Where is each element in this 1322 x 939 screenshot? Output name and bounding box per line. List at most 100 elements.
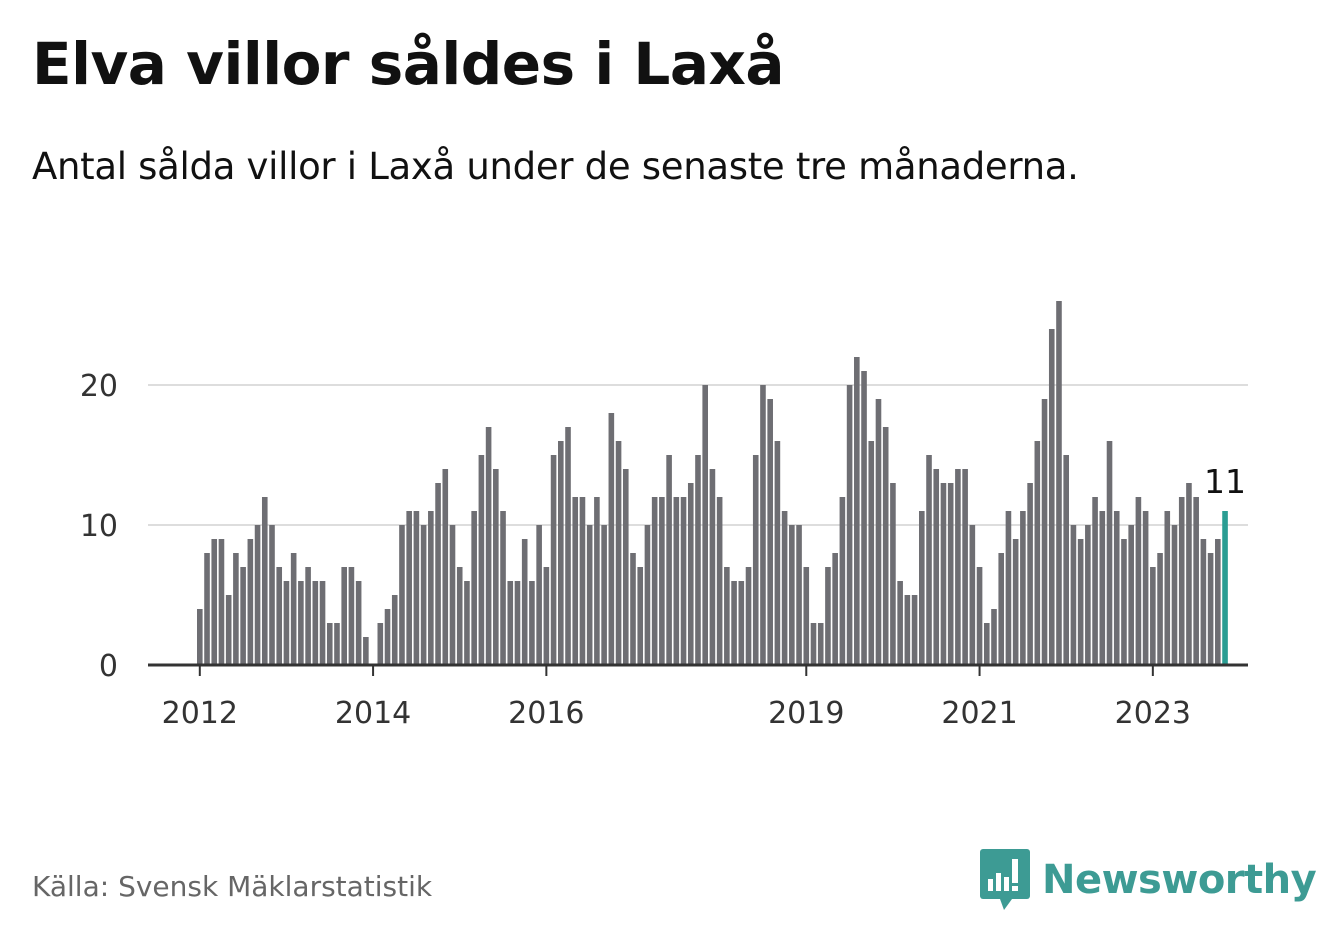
bar <box>615 441 622 665</box>
bar <box>594 497 600 665</box>
bar <box>738 581 745 665</box>
bar <box>933 469 940 665</box>
bar <box>254 525 261 665</box>
bar-chart: 0 10 20 11 2012 2014 2016 2019 2021 2023 <box>80 301 1248 731</box>
bar <box>1150 567 1156 665</box>
bar <box>601 525 607 665</box>
bar <box>536 525 542 665</box>
bar <box>1041 399 1048 665</box>
bar <box>399 525 405 665</box>
bar <box>341 567 347 665</box>
bar <box>225 595 232 665</box>
bar <box>781 511 788 665</box>
bar <box>897 581 903 665</box>
bar <box>1171 525 1178 665</box>
bar <box>1113 511 1120 665</box>
x-tick-label: 2014 <box>335 696 411 731</box>
bar <box>1157 553 1163 665</box>
bar <box>1012 539 1019 665</box>
bar <box>716 497 723 665</box>
bar <box>1048 329 1055 665</box>
bar <box>789 525 795 665</box>
bar <box>420 525 427 665</box>
bar <box>233 553 239 665</box>
bar <box>283 581 290 665</box>
bar <box>1200 539 1207 665</box>
bar <box>261 497 268 665</box>
bar <box>428 511 434 665</box>
bar <box>998 553 1005 665</box>
x-tick-label: 2016 <box>508 696 584 731</box>
bar <box>377 623 384 665</box>
bar <box>760 385 766 665</box>
bar <box>839 497 846 665</box>
bar <box>558 441 564 665</box>
bar <box>471 511 477 665</box>
bar <box>334 623 340 665</box>
source-note: Källa: Svensk Mäklarstatistik <box>32 870 433 903</box>
bar <box>890 483 896 665</box>
bar <box>312 581 319 665</box>
bar <box>204 553 210 665</box>
bar <box>622 469 629 665</box>
y-tick-label: 10 <box>80 509 118 544</box>
bar <box>586 525 593 665</box>
bar <box>1128 525 1134 665</box>
bar <box>832 553 838 665</box>
bar <box>969 525 976 665</box>
bar <box>1092 497 1098 665</box>
bar <box>861 371 867 665</box>
bar <box>796 525 802 665</box>
brand-logo[interactable]: Newsworthy <box>980 848 1317 912</box>
bar <box>319 581 326 665</box>
bar <box>1135 497 1142 665</box>
bar <box>384 609 391 665</box>
x-tick-label: 2019 <box>768 696 844 731</box>
bar <box>1070 525 1077 665</box>
bar <box>514 581 521 665</box>
chart-title: Elva villor såldes i Laxå <box>32 30 785 98</box>
bar <box>1063 455 1069 665</box>
bar <box>659 497 665 665</box>
bar <box>752 455 759 665</box>
bar <box>673 497 680 665</box>
bar <box>326 623 333 665</box>
bar <box>579 497 586 665</box>
bar <box>507 581 514 665</box>
bar <box>1215 539 1221 665</box>
bar <box>442 469 449 665</box>
bar <box>745 567 752 665</box>
bar <box>543 567 550 665</box>
bar <box>355 581 362 665</box>
bar <box>572 497 579 665</box>
bar <box>637 567 644 665</box>
bar <box>240 567 246 665</box>
bar <box>1106 441 1113 665</box>
bar <box>1099 511 1106 665</box>
bar <box>882 427 889 665</box>
bar <box>247 539 254 665</box>
bar <box>1056 301 1062 665</box>
bar <box>493 469 499 665</box>
bar <box>695 455 701 665</box>
bar <box>391 595 398 665</box>
x-tick-label: 2012 <box>162 696 238 731</box>
bar <box>868 441 875 665</box>
bar <box>197 609 203 665</box>
bar <box>363 637 369 665</box>
bar <box>565 427 571 665</box>
bar <box>940 483 947 665</box>
bar <box>1193 497 1199 665</box>
bar <box>485 427 492 665</box>
bar <box>1020 511 1026 665</box>
chart-subtitle: Antal sålda villor i Laxå under de senas… <box>32 145 1079 188</box>
bar <box>976 567 983 665</box>
bar <box>1005 511 1012 665</box>
bar <box>500 511 506 665</box>
bar <box>911 595 918 665</box>
y-tick-label: 20 <box>80 369 118 404</box>
brand-name: Newsworthy <box>1042 857 1317 903</box>
bar <box>269 525 275 665</box>
bar <box>1207 553 1214 665</box>
bar <box>702 385 708 665</box>
